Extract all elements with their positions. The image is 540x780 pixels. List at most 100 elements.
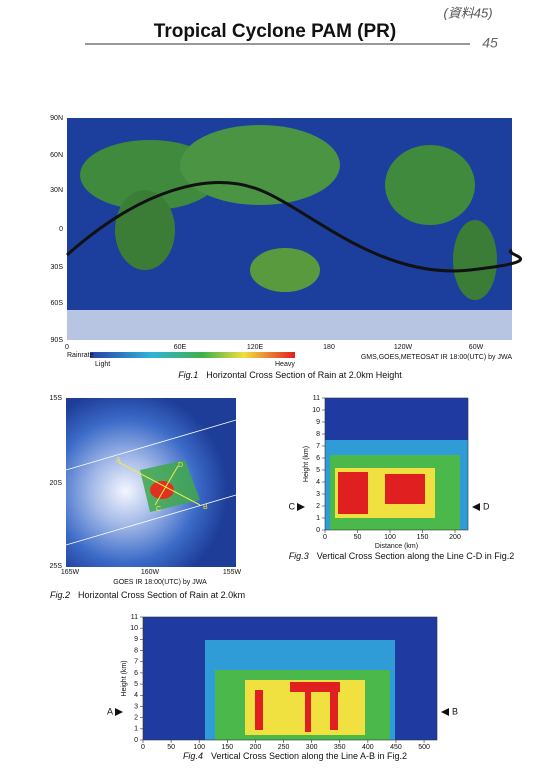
lon-label: 120E [247, 344, 264, 351]
x-tick-label: 0 [323, 534, 327, 541]
title: Tropical Cyclone PAM (PR) [154, 21, 396, 42]
lat-label: 30S [51, 264, 64, 271]
x-tick-label: 200 [250, 744, 262, 751]
caption: Fig.4 Vertical Cross Section along the Li… [183, 751, 407, 761]
caption-label: Fig.4 [183, 751, 203, 761]
y-tick-label: 0 [134, 737, 138, 744]
x-tick-label: 50 [354, 534, 362, 541]
point-label: D [178, 462, 183, 469]
page-number: 45 [482, 35, 498, 51]
y-tick-label: 6 [134, 670, 138, 677]
point-label: A [116, 457, 121, 464]
x-tick-label: 100 [193, 744, 205, 751]
y-tick-label: 11 [131, 614, 138, 621]
point-label: C [156, 506, 161, 513]
left-marker: C [289, 501, 296, 511]
caption-text: Horizontal Cross Section of Rain at 2.0k… [78, 590, 245, 600]
y-tick-label: 2 [134, 714, 138, 721]
lat-label: 25S [50, 563, 63, 570]
y-tick-label: 8 [316, 431, 320, 438]
source: GOES IR 18:00(UTC) by JWA [113, 579, 207, 586]
caption-text: Vertical Cross Section along the Line A-… [211, 751, 407, 761]
x-tick-label: 400 [362, 744, 374, 751]
y-tick-label: 7 [134, 659, 138, 666]
source: GMS,GOES,METEOSAT IR 18:00(UTC) by JWA [361, 354, 513, 361]
y-tick-label: 2 [316, 503, 320, 510]
x-tick-label: 450 [390, 744, 402, 751]
lon-label: 0 [65, 344, 69, 351]
legend-title: Rainrate [67, 352, 94, 359]
y-tick-label: 1 [134, 726, 138, 733]
x-tick-label: 150 [417, 534, 429, 541]
y-tick-label: 4 [134, 692, 138, 699]
x-tick-label: 0 [141, 744, 145, 751]
lon-label: 160W [141, 569, 160, 576]
y-axis-label: Height (km) [303, 446, 310, 482]
x-tick-label: 500 [418, 744, 430, 751]
y-tick-label: 0 [316, 527, 320, 534]
handwritten-note: (資料45) [443, 5, 492, 20]
lat-label: 30N [50, 187, 63, 194]
y-tick-label: 5 [316, 467, 320, 474]
plot-frame [142, 616, 438, 741]
plot-frame [324, 397, 469, 531]
point-label: B [203, 504, 208, 511]
y-tick-label: 1 [316, 515, 320, 522]
y-tick-label: 6 [316, 455, 320, 462]
lon-label: 60W [469, 344, 484, 351]
left-arrow [115, 708, 123, 716]
x-tick-label: 350 [334, 744, 346, 751]
y-tick-label: 3 [134, 703, 138, 710]
x-tick-label: 250 [278, 744, 290, 751]
lat-label: 90N [50, 115, 63, 122]
y-tick-label: 7 [316, 443, 320, 450]
lon-label: 120W [394, 344, 413, 351]
lat-label: 90S [51, 337, 64, 344]
legend-low: Light [95, 361, 110, 368]
cross-section-cd [325, 398, 468, 530]
caption: Fig.2 Horizontal Cross Section of Rain at… [50, 590, 245, 600]
legend-high: Heavy [275, 361, 295, 368]
right-arrow [441, 708, 449, 716]
right-marker: B [452, 706, 458, 716]
y-tick-label: 5 [134, 681, 138, 688]
caption-text: Vertical Cross Section along the Line C-… [317, 551, 515, 561]
x-tick-label: 200 [449, 534, 461, 541]
satellite-image [65, 398, 237, 567]
world-map [66, 118, 523, 340]
lat-label: 60S [51, 300, 64, 307]
y-tick-label: 9 [134, 636, 138, 643]
caption-text: Horizontal Cross Section of Rain at 2.0k… [206, 370, 402, 380]
caption-label: Fig.2 [50, 590, 70, 600]
y-tick-label: 4 [316, 479, 320, 486]
lat-label: 60N [50, 152, 63, 159]
lon-label: 180 [323, 344, 335, 351]
caption: Fig.1 Horizontal Cross Section of Rain at… [178, 370, 402, 380]
x-tick-label: 50 [167, 744, 175, 751]
rain-legend-bar [90, 352, 295, 358]
y-tick-label: 10 [130, 625, 138, 632]
x-tick-label: 150 [221, 744, 233, 751]
left-marker: A [107, 706, 113, 716]
caption-label: Fig.3 [289, 551, 309, 561]
y-tick-label: 11 [313, 395, 320, 402]
cross-section-ab [143, 617, 437, 740]
left-arrow [297, 503, 305, 511]
y-axis-label: Height (km) [121, 660, 128, 696]
x-axis-label: Distance (km) [375, 543, 418, 550]
x-tick-label: 300 [306, 744, 318, 751]
lon-label: 155W [223, 569, 242, 576]
y-tick-label: 8 [134, 647, 138, 654]
caption: Fig.3 Vertical Cross Section along the Li… [289, 551, 515, 561]
y-tick-label: 3 [316, 491, 320, 498]
lat-label: 0 [59, 226, 63, 233]
y-tick-label: 9 [316, 419, 320, 426]
right-marker: D [483, 501, 490, 511]
lon-label: 165W [61, 569, 80, 576]
right-arrow [472, 503, 480, 511]
x-tick-label: 100 [384, 534, 396, 541]
y-tick-label: 10 [312, 407, 320, 414]
lat-label: 20S [50, 480, 63, 487]
lat-label: 15S [50, 395, 63, 402]
